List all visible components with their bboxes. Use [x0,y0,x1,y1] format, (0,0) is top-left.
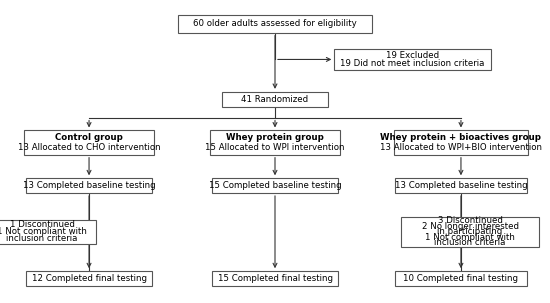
Text: 15 Allocated to WPI intervention: 15 Allocated to WPI intervention [205,143,345,152]
Text: 12 Completed final testing: 12 Completed final testing [31,274,146,283]
FancyBboxPatch shape [222,92,328,107]
FancyBboxPatch shape [26,271,152,286]
FancyBboxPatch shape [394,130,529,155]
Text: Control group: Control group [55,133,123,142]
Text: 15 Completed baseline testing: 15 Completed baseline testing [208,181,342,190]
FancyBboxPatch shape [212,178,338,193]
FancyBboxPatch shape [24,130,154,155]
Text: 1 Not compliant with: 1 Not compliant with [425,233,515,242]
Text: 19 Did not meet inclusion criteria: 19 Did not meet inclusion criteria [340,59,485,68]
Text: 13 Completed baseline testing: 13 Completed baseline testing [395,181,527,190]
Text: 19 Excluded: 19 Excluded [386,51,439,60]
Text: Whey protein + bioactives group: Whey protein + bioactives group [381,133,541,142]
Text: Whey protein group: Whey protein group [226,133,324,142]
FancyBboxPatch shape [178,15,372,33]
FancyBboxPatch shape [26,178,152,193]
FancyBboxPatch shape [212,271,338,286]
FancyBboxPatch shape [395,271,527,286]
Text: 13 Allocated to CHO intervention: 13 Allocated to CHO intervention [18,143,161,152]
Text: 10 Completed final testing: 10 Completed final testing [404,274,519,283]
Text: 2 No longer interested: 2 No longer interested [422,222,519,231]
Text: 3 Discontinued: 3 Discontinued [438,216,503,225]
Text: 1 Not compliant with: 1 Not compliant with [0,227,87,236]
FancyBboxPatch shape [0,220,96,244]
Text: 41 Randomized: 41 Randomized [241,95,309,104]
FancyBboxPatch shape [334,49,491,70]
Text: 13 Allocated to WPI+BIO intervention: 13 Allocated to WPI+BIO intervention [380,143,542,152]
Text: 13 Completed baseline testing: 13 Completed baseline testing [23,181,155,190]
Text: inclusion criteria: inclusion criteria [434,238,506,247]
Text: in participating: in participating [437,227,503,236]
Text: 1 Discontinued: 1 Discontinued [10,220,75,229]
Text: inclusion criteria: inclusion criteria [7,234,78,243]
FancyBboxPatch shape [395,178,527,193]
Text: 60 older adults assessed for eligibility: 60 older adults assessed for eligibility [193,19,357,28]
FancyBboxPatch shape [210,130,340,155]
FancyBboxPatch shape [402,217,539,247]
Text: 15 Completed final testing: 15 Completed final testing [217,274,333,283]
